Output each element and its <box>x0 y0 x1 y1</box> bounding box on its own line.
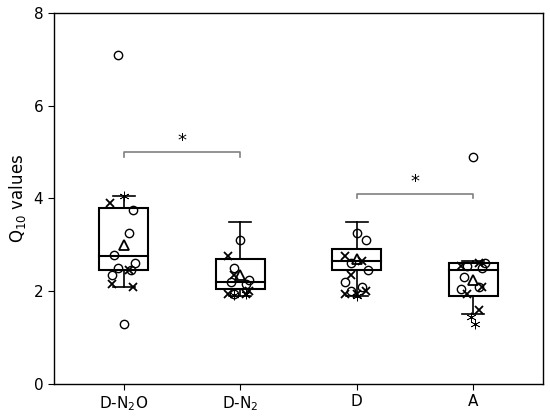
Text: *: * <box>410 173 420 192</box>
Bar <box>99 208 148 270</box>
Bar <box>449 263 498 296</box>
Bar <box>332 249 381 270</box>
Text: *: * <box>177 132 186 150</box>
Bar <box>216 259 265 289</box>
Y-axis label: Q$_{10}$ values: Q$_{10}$ values <box>7 154 28 243</box>
